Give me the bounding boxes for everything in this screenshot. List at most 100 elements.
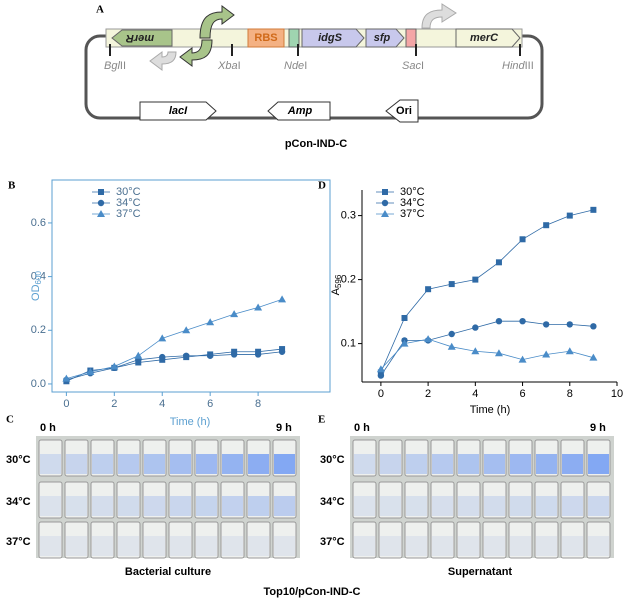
marker	[183, 352, 190, 359]
gene-label: merR	[126, 32, 154, 44]
cuvette-liquid	[40, 496, 61, 516]
marker	[471, 347, 480, 355]
time-start: 0 h	[354, 422, 370, 434]
legend-marker	[97, 210, 105, 217]
legend-label: 37°C	[116, 208, 141, 220]
x-tick-label: 0	[378, 388, 384, 400]
strain-label: Top10/pCon-IND-C	[264, 586, 361, 598]
marker	[448, 281, 455, 288]
cuvette-liquid	[380, 454, 401, 474]
time-end: 9 h	[590, 422, 606, 434]
cuvette-liquid	[562, 496, 583, 516]
marker	[110, 362, 119, 370]
cuvette-liquid	[510, 496, 531, 516]
cuvette-liquid	[484, 496, 505, 516]
cuvette-liquid	[432, 454, 453, 474]
cuvette-liquid	[170, 536, 191, 556]
row-label: 34°C	[320, 496, 345, 508]
panel-label: C	[6, 414, 14, 426]
legend-marker	[382, 189, 388, 195]
cuvette-liquid	[354, 454, 375, 474]
marker	[230, 310, 239, 318]
cuvette-liquid	[484, 454, 505, 474]
cuvette-liquid	[588, 496, 609, 516]
panel-label: A	[96, 4, 104, 16]
terminator	[405, 28, 417, 48]
legend-label: 30°C	[116, 186, 141, 198]
y-tick-label: 0.0	[31, 378, 46, 390]
x-tick-label: 8	[255, 398, 261, 410]
x-tick-label: 2	[425, 388, 431, 400]
amp-arrow	[267, 101, 331, 121]
marker	[377, 372, 385, 379]
site-label-part: I	[304, 60, 307, 72]
marker	[278, 295, 287, 303]
marker	[495, 259, 502, 266]
x-tick-label: 6	[519, 388, 525, 400]
cuvette-liquid	[222, 536, 243, 556]
cuvette-liquid	[588, 536, 609, 556]
cuvette-liquid	[406, 536, 427, 556]
cuvette-liquid	[536, 536, 557, 556]
y-axis-label-part: OD	[30, 284, 42, 301]
cuvette-liquid	[92, 496, 113, 516]
cuvette-liquid	[222, 496, 243, 516]
marker	[424, 335, 433, 343]
cuvette-liquid	[484, 536, 505, 556]
rbs-box	[247, 28, 285, 48]
marker	[278, 348, 286, 355]
site-label-part: Hind	[502, 60, 526, 72]
cuvette-liquid	[248, 496, 269, 516]
marker	[254, 351, 262, 358]
cuvette-liquid	[196, 536, 217, 556]
marker	[159, 353, 166, 361]
site-label-part: I	[238, 60, 241, 72]
idgS-arrow	[301, 28, 365, 48]
cuvette-liquid	[458, 454, 479, 474]
cuvette-liquid	[248, 454, 269, 474]
cuvette-liquid	[118, 496, 139, 516]
marker	[494, 349, 503, 357]
y-axis-label-part: A	[330, 287, 342, 295]
legend-label: 30°C	[400, 186, 425, 198]
x-tick-label: 8	[567, 388, 573, 400]
legend-marker	[381, 199, 389, 207]
cuvette-liquid	[248, 536, 269, 556]
marker	[589, 353, 598, 361]
plot-frame	[51, 179, 331, 393]
cuvette-liquid	[458, 536, 479, 556]
marker	[590, 206, 597, 213]
marker	[230, 351, 238, 358]
marker	[401, 315, 408, 321]
marker	[566, 321, 573, 328]
backbone-label: Amp	[287, 105, 313, 117]
cuvette-liquid	[170, 454, 191, 474]
merR-arrow	[111, 29, 173, 47]
cuvette-liquid	[92, 536, 113, 556]
gene-label: sfp	[374, 32, 391, 44]
y-axis-label-part: 600	[34, 271, 43, 285]
site-label-part: Sac	[402, 60, 421, 72]
cuvette-liquid	[118, 536, 139, 556]
site-label-part: Bgl	[104, 60, 120, 72]
marker	[542, 321, 550, 328]
cuvette-liquid	[66, 536, 87, 556]
row-label: 34°C	[6, 496, 31, 508]
panel-label: E	[318, 414, 325, 426]
row-label: 37°C	[320, 536, 345, 548]
x-tick-label: 4	[159, 398, 165, 410]
cuvette-liquid	[458, 496, 479, 516]
cuvette-liquid	[432, 536, 453, 556]
row-label: 30°C	[320, 454, 345, 466]
legend-label: 34°C	[116, 197, 141, 209]
cuvette-liquid	[274, 454, 295, 474]
marker	[182, 326, 191, 334]
marker	[134, 351, 143, 359]
marker	[472, 276, 479, 283]
promoter-arrow	[199, 5, 235, 39]
cuvette-liquid	[562, 454, 583, 474]
gene-label: idgS	[318, 32, 342, 44]
y-tick-label: 0.4	[31, 271, 46, 283]
site-label: NdeI	[284, 60, 307, 72]
y-axis-label-part: 596	[334, 274, 343, 288]
